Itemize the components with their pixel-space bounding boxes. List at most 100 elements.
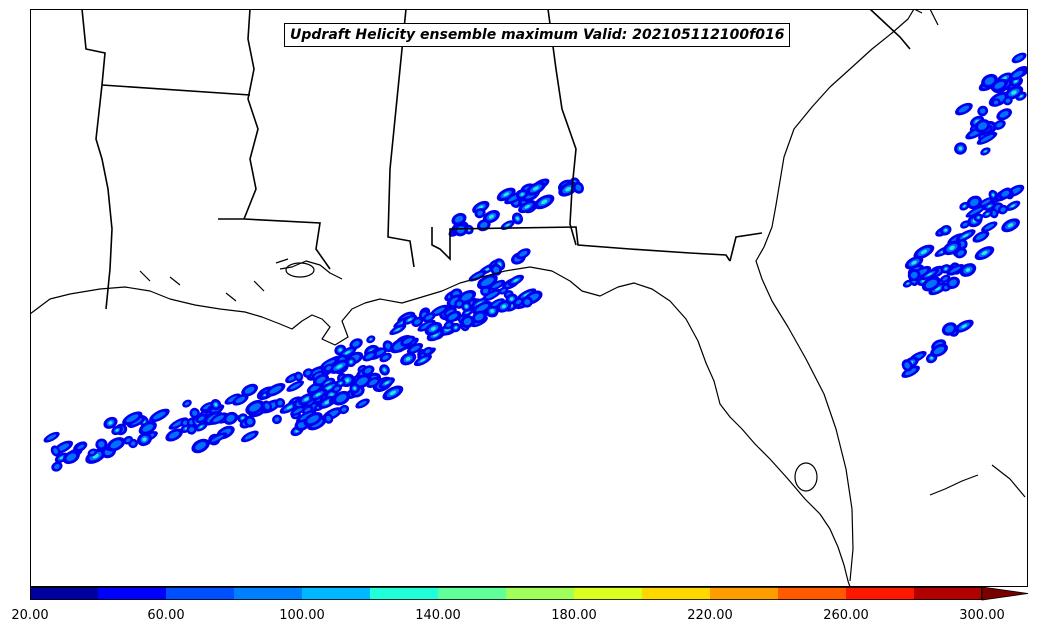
uh-cell-core (480, 222, 488, 229)
uh-cell-peak (944, 267, 948, 271)
uh-cell-core (984, 77, 995, 85)
uh-cell-peak (454, 326, 458, 329)
uh-cell-peak (465, 304, 468, 309)
uh-cell-peak (344, 350, 351, 355)
uh-cell-peak (524, 204, 531, 209)
uh-cell-core (515, 299, 522, 305)
uh-cell-core (984, 223, 995, 230)
uh-cell-core (421, 322, 432, 329)
uh-cell-core (575, 184, 582, 191)
uh-cell-core (461, 293, 473, 301)
uh-cell-peak (987, 205, 992, 208)
uh-cell-core (991, 210, 997, 216)
state-border-al-ga (547, 9, 577, 246)
uh-cell-peak (520, 193, 524, 196)
uh-cell-peak (965, 267, 971, 273)
uh-cell-core (980, 134, 994, 143)
coastline-louisiana-marsh (139, 258, 343, 302)
uh-cell-core (98, 441, 105, 448)
uh-cell-core (53, 448, 58, 454)
uh-cell-core (463, 318, 472, 326)
uh-cell-peak (1019, 95, 1023, 98)
uh-cell-core (475, 313, 484, 321)
uh-cell-core (969, 198, 979, 207)
uh-cell-core (492, 282, 502, 289)
uh-cell-peak (407, 318, 412, 322)
uh-cell-core (269, 385, 282, 394)
colorbar-tick-label: 220.00 (687, 608, 733, 623)
uh-cell-peak (541, 199, 548, 205)
uh-cell-peak (304, 397, 309, 401)
uh-cell-peak (920, 249, 928, 255)
state-border-ms-al (387, 9, 415, 268)
uh-cell-peak (490, 309, 495, 313)
uh-cell-core (993, 100, 999, 105)
uh-cell-peak (986, 213, 989, 215)
uh-cell-peak (345, 378, 350, 383)
uh-cell-core (456, 301, 462, 307)
uh-cell-core (169, 431, 180, 439)
colorbar-tick-label: 60.00 (147, 608, 185, 623)
uh-cell-core (211, 434, 224, 442)
uh-cell-peak (353, 386, 357, 390)
uh-cell-peak (981, 251, 988, 256)
colorbar-outline (30, 587, 982, 600)
uh-cell-core (979, 108, 986, 114)
uh-cell-peak (930, 356, 934, 360)
uh-cell-peak (1013, 79, 1018, 83)
uh-cell-core (66, 453, 77, 461)
coastline-gulf (30, 266, 851, 587)
state-border-tx-la (81, 9, 113, 310)
uh-cell-peak (384, 381, 390, 385)
uh-cell-core (364, 367, 372, 374)
uh-cell-core (358, 400, 367, 407)
uh-cell-peak (977, 216, 980, 219)
uh-cell-peak (241, 416, 245, 420)
uh-cell-peak (1007, 223, 1014, 228)
uh-cell-peak (949, 245, 955, 251)
uh-cell-core (910, 271, 918, 279)
uh-cell-core (454, 215, 464, 223)
uh-cell-core (57, 443, 70, 451)
uh-cell-core (476, 304, 489, 312)
uh-cell-peak (516, 216, 519, 221)
uh-cell-peak (466, 311, 470, 314)
colorbar-segment (30, 587, 99, 600)
uh-cell-core (77, 444, 85, 449)
uh-cell-core (142, 424, 154, 432)
uh-cell-peak (488, 214, 494, 219)
uh-cell-core (994, 81, 1005, 89)
uh-cell-peak (336, 364, 343, 369)
colorbar-segment (846, 587, 915, 600)
uh-cell-peak (389, 390, 397, 396)
uh-cell-peak (476, 301, 483, 306)
uh-cell-core (334, 386, 340, 391)
colorbar-segment (778, 587, 847, 600)
uh-cell-core (336, 394, 347, 403)
uh-cell-peak (505, 223, 510, 227)
colorbar-segment (914, 587, 983, 600)
uh-cell-core (1014, 55, 1024, 61)
colorbar-tick-label: 140.00 (415, 608, 461, 623)
uh-cell-core (492, 300, 502, 307)
state-border-ar-la (101, 84, 251, 96)
uh-cell-core (976, 233, 986, 240)
uh-cell-peak (108, 421, 113, 425)
uh-cell-core (403, 338, 413, 344)
uh-cell-peak (963, 205, 966, 208)
colorbar-segment (710, 587, 779, 600)
uh-cell-peak (1011, 90, 1017, 95)
uh-cell-core (369, 379, 378, 386)
uh-cell-peak (142, 437, 147, 442)
colorbar-segment (642, 587, 711, 600)
uh-cell-core (382, 355, 389, 360)
uh-cell-peak (503, 192, 510, 197)
uh-cell-peak (324, 400, 330, 405)
colorbar-segment (370, 587, 439, 600)
uh-cell-core (996, 122, 1003, 128)
uh-cell-core (213, 415, 224, 422)
uh-cell-peak (430, 326, 436, 331)
uh-cell-core (433, 307, 445, 315)
uh-cell-peak (325, 385, 332, 390)
uh-cell-core (472, 272, 483, 279)
